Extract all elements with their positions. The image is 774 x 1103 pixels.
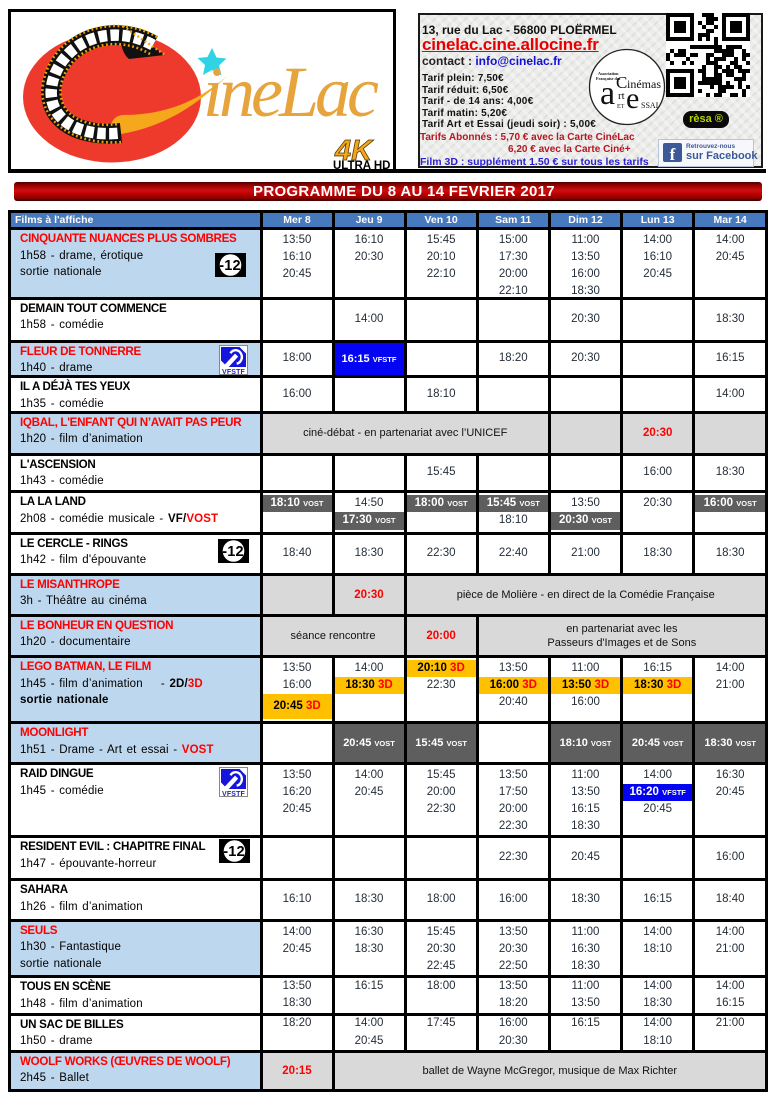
svg-text:SSAI: SSAI bbox=[641, 101, 659, 110]
svg-text:C: C bbox=[616, 73, 627, 92]
svg-text:rt: rt bbox=[618, 90, 625, 102]
svg-text:-12: -12 bbox=[223, 844, 244, 860]
svg-text:e: e bbox=[626, 82, 639, 115]
svg-text:ineLac: ineLac bbox=[203, 52, 379, 132]
svg-text:4K: 4K bbox=[334, 135, 374, 167]
svg-text:inémas: inémas bbox=[627, 77, 661, 91]
svg-text:ET: ET bbox=[617, 104, 625, 110]
svg-text:VFSTF: VFSTF bbox=[222, 791, 245, 797]
svg-text:Française des: Française des bbox=[596, 76, 621, 81]
svg-text:Association: Association bbox=[598, 71, 619, 76]
svg-text:-12: -12 bbox=[219, 258, 240, 274]
svg-text:a: a bbox=[600, 75, 615, 112]
svg-text:-12: -12 bbox=[222, 544, 243, 560]
svg-text:VFSTF: VFSTF bbox=[222, 369, 245, 375]
